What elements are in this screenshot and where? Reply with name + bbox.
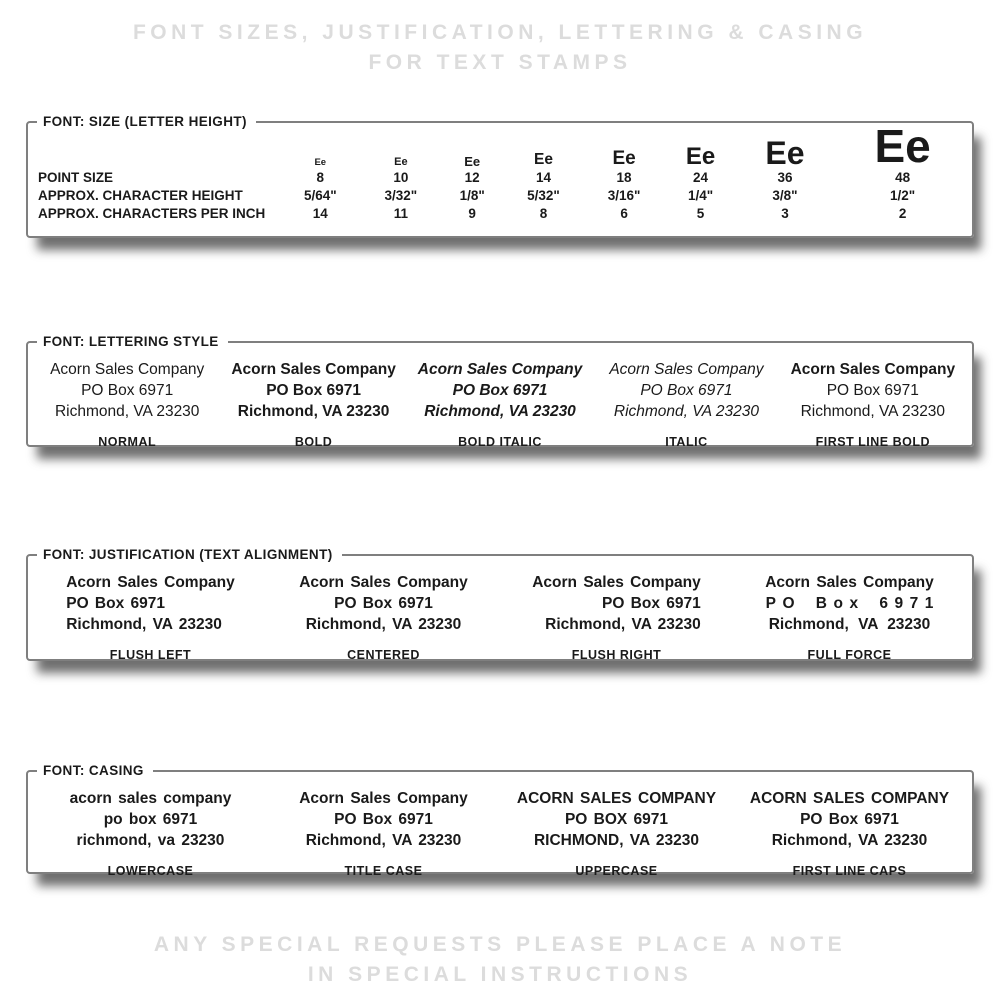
- point-size-row: POINT SIZE 8 10 12 14 18 24 36 48: [28, 169, 972, 187]
- chars-per-inch-value: 6: [620, 206, 628, 222]
- casing-panel: FONT: CASING acorn sales company po box …: [26, 763, 974, 878]
- point-size-value: 12: [464, 170, 480, 186]
- char-height-value: 5/64": [303, 188, 337, 204]
- point-size-value: 24: [693, 170, 709, 186]
- address-sample: Acorn Sales Company PO Box 6971 Richmond…: [231, 361, 396, 420]
- lettering-sample-first-line-bold: Acorn Sales Company PO Box 6971 Richmond…: [780, 359, 966, 449]
- address-sample: acorn sales company po box 6971 richmond…: [69, 790, 232, 849]
- ee-sample-12pt: Ee: [464, 153, 481, 169]
- justify-label-full-force: FULL FORCE: [807, 648, 892, 662]
- point-size-value: 14: [535, 170, 551, 186]
- char-height-value: 3/16": [607, 188, 641, 204]
- chars-per-inch-value: 2: [898, 206, 907, 222]
- char-height-value: 3/8": [772, 188, 798, 204]
- point-size-value: 8: [316, 170, 325, 186]
- chars-per-inch-value: 3: [781, 206, 789, 222]
- page-title: FONT SIZES, JUSTIFICATION, LETTERING & C…: [0, 0, 1000, 78]
- address-sample: Acorn Sales Company PO Box 6971 Richmond…: [609, 361, 764, 420]
- style-label-bold: BOLD: [294, 435, 333, 449]
- address-sample: ACORN SALES COMPANY PO BOX 6971 RICHMOND…: [516, 790, 717, 849]
- lettering-sample-bold: Acorn Sales Company PO Box 6971 Richmond…: [220, 359, 406, 449]
- page-title-line2: FOR TEXT STAMPS: [368, 51, 632, 74]
- ee-sample-18pt: Ee: [612, 148, 636, 170]
- lettering-sample-bold-italic: Acorn Sales Company PO Box 6971 Richmond…: [407, 359, 593, 449]
- lettering-sample-normal: Acorn Sales Company PO Box 6971 Richmond…: [34, 359, 220, 449]
- ee-sample-8pt: Ee: [314, 156, 327, 168]
- address-sample: Acorn Sales Company PO Box 6971 Richmond…: [765, 574, 940, 633]
- footer-note-line1: ANY SPECIAL REQUESTS PLEASE PLACE A NOTE: [153, 933, 847, 956]
- char-height-value: 1/4": [687, 188, 714, 204]
- justify-label-flush-right: FLUSH RIGHT: [571, 648, 662, 662]
- justify-sample-full-force: Acorn Sales Company PO Box 6971 Richmond…: [733, 572, 966, 662]
- page-title-line1: FONT SIZES, JUSTIFICATION, LETTERING & C…: [132, 21, 868, 44]
- ee-sample-10pt: Ee: [394, 155, 408, 168]
- lettering-sample-italic: Acorn Sales Company PO Box 6971 Richmond…: [593, 359, 779, 449]
- address-sample: Acorn Sales Company PO Box 6971 Richmond…: [790, 361, 956, 420]
- style-label-first-line-bold: FIRST LINE BOLD: [815, 435, 931, 449]
- address-sample: Acorn Sales Company PO Box 6971 Richmond…: [66, 574, 235, 633]
- casing-sample-title-case: Acorn Sales Company PO Box 6971 Richmond…: [267, 788, 500, 878]
- justify-sample-flush-right: Acorn Sales Company PO Box 6971 Richmond…: [500, 572, 733, 662]
- footer-note-line2: IN SPECIAL INSTRUCTIONS: [307, 963, 693, 986]
- chars-per-inch-row-label: APPROX. CHARACTERS PER INCH: [38, 206, 266, 222]
- style-label-normal: NORMAL: [98, 435, 157, 449]
- ee-sample-48pt: Ee: [874, 120, 931, 172]
- style-label-bold-italic: BOLD ITALIC: [458, 435, 542, 449]
- char-height-value: 5/32": [527, 188, 560, 204]
- chars-per-inch-row: APPROX. CHARACTERS PER INCH 14 11 9 8 6 …: [28, 205, 972, 223]
- justify-sample-flush-left: Acorn Sales Company PO Box 6971 Richmond…: [34, 572, 267, 662]
- footer-note: ANY SPECIAL REQUESTS PLEASE PLACE A NOTE…: [0, 930, 1000, 990]
- ee-sample-36pt: Ee: [765, 134, 805, 171]
- justification-panel: FONT: JUSTIFICATION (TEXT ALIGNMENT) Aco…: [26, 547, 974, 662]
- casing-panel-legend: FONT: CASING: [43, 763, 144, 778]
- casing-label-first-line-caps: FIRST LINE CAPS: [792, 864, 907, 878]
- address-sample: Acorn Sales Company PO Box 6971 Richmond…: [532, 574, 701, 633]
- casing-label-uppercase: UPPERCASE: [575, 864, 658, 878]
- casing-sample-uppercase: ACORN SALES COMPANY PO BOX 6971 RICHMOND…: [500, 788, 733, 878]
- chars-per-inch-value: 9: [468, 206, 476, 222]
- casing-label-title-case: TITLE CASE: [344, 864, 423, 878]
- chars-per-inch-value: 8: [539, 206, 548, 222]
- address-sample: ACORN SALES COMPANY PO Box 6971 Richmond…: [749, 790, 950, 849]
- point-size-value: 10: [393, 170, 409, 186]
- char-height-row-label: APPROX. CHARACTER HEIGHT: [38, 188, 243, 204]
- char-height-value: 3/32": [384, 188, 418, 204]
- point-size-value: 48: [895, 170, 911, 186]
- casing-sample-first-line-caps: ACORN SALES COMPANY PO Box 6971 Richmond…: [733, 788, 966, 878]
- style-label-italic: ITALIC: [665, 435, 708, 449]
- lettering-panel: FONT: LETTERING STYLE Acorn Sales Compan…: [26, 334, 974, 449]
- address-sample: Acorn Sales Company PO Box 6971 Richmond…: [299, 574, 468, 633]
- char-height-value: 1/2": [890, 188, 916, 204]
- justify-label-centered: CENTERED: [347, 648, 420, 662]
- point-size-row-label: POINT SIZE: [38, 170, 114, 186]
- char-height-value: 1/8": [459, 188, 485, 204]
- lettering-panel-legend: FONT: LETTERING STYLE: [43, 334, 219, 349]
- justification-panel-legend: FONT: JUSTIFICATION (TEXT ALIGNMENT): [43, 547, 333, 562]
- char-height-row: APPROX. CHARACTER HEIGHT 5/64" 3/32" 1/8…: [28, 187, 972, 205]
- point-size-value: 18: [616, 170, 632, 186]
- size-sample-row: Ee Ee Ee Ee Ee Ee Ee Ee: [28, 120, 972, 172]
- size-table: Ee Ee Ee Ee Ee Ee Ee Ee POINT SIZE 8 10 …: [28, 120, 972, 223]
- address-sample: Acorn Sales Company PO Box 6971 Richmond…: [50, 361, 205, 420]
- justify-sample-centered: Acorn Sales Company PO Box 6971 Richmond…: [267, 572, 500, 662]
- chars-per-inch-value: 11: [393, 206, 408, 222]
- size-panel-legend: FONT: SIZE (LETTER HEIGHT): [43, 114, 247, 129]
- justify-label-flush-left: FLUSH LEFT: [109, 648, 192, 662]
- casing-label-lowercase: LOWERCASE: [107, 864, 194, 878]
- address-sample: Acorn Sales Company PO Box 6971 Richmond…: [417, 361, 583, 420]
- chars-per-inch-value: 5: [696, 206, 705, 222]
- chars-per-inch-value: 14: [312, 206, 328, 222]
- ee-sample-14pt: Ee: [534, 151, 553, 169]
- point-size-value: 36: [777, 170, 793, 186]
- casing-sample-lowercase: acorn sales company po box 6971 richmond…: [34, 788, 267, 878]
- address-sample: Acorn Sales Company PO Box 6971 Richmond…: [299, 790, 468, 849]
- ee-sample-24pt: Ee: [685, 142, 716, 170]
- size-panel: FONT: SIZE (LETTER HEIGHT) Ee Ee Ee Ee E…: [26, 114, 974, 238]
